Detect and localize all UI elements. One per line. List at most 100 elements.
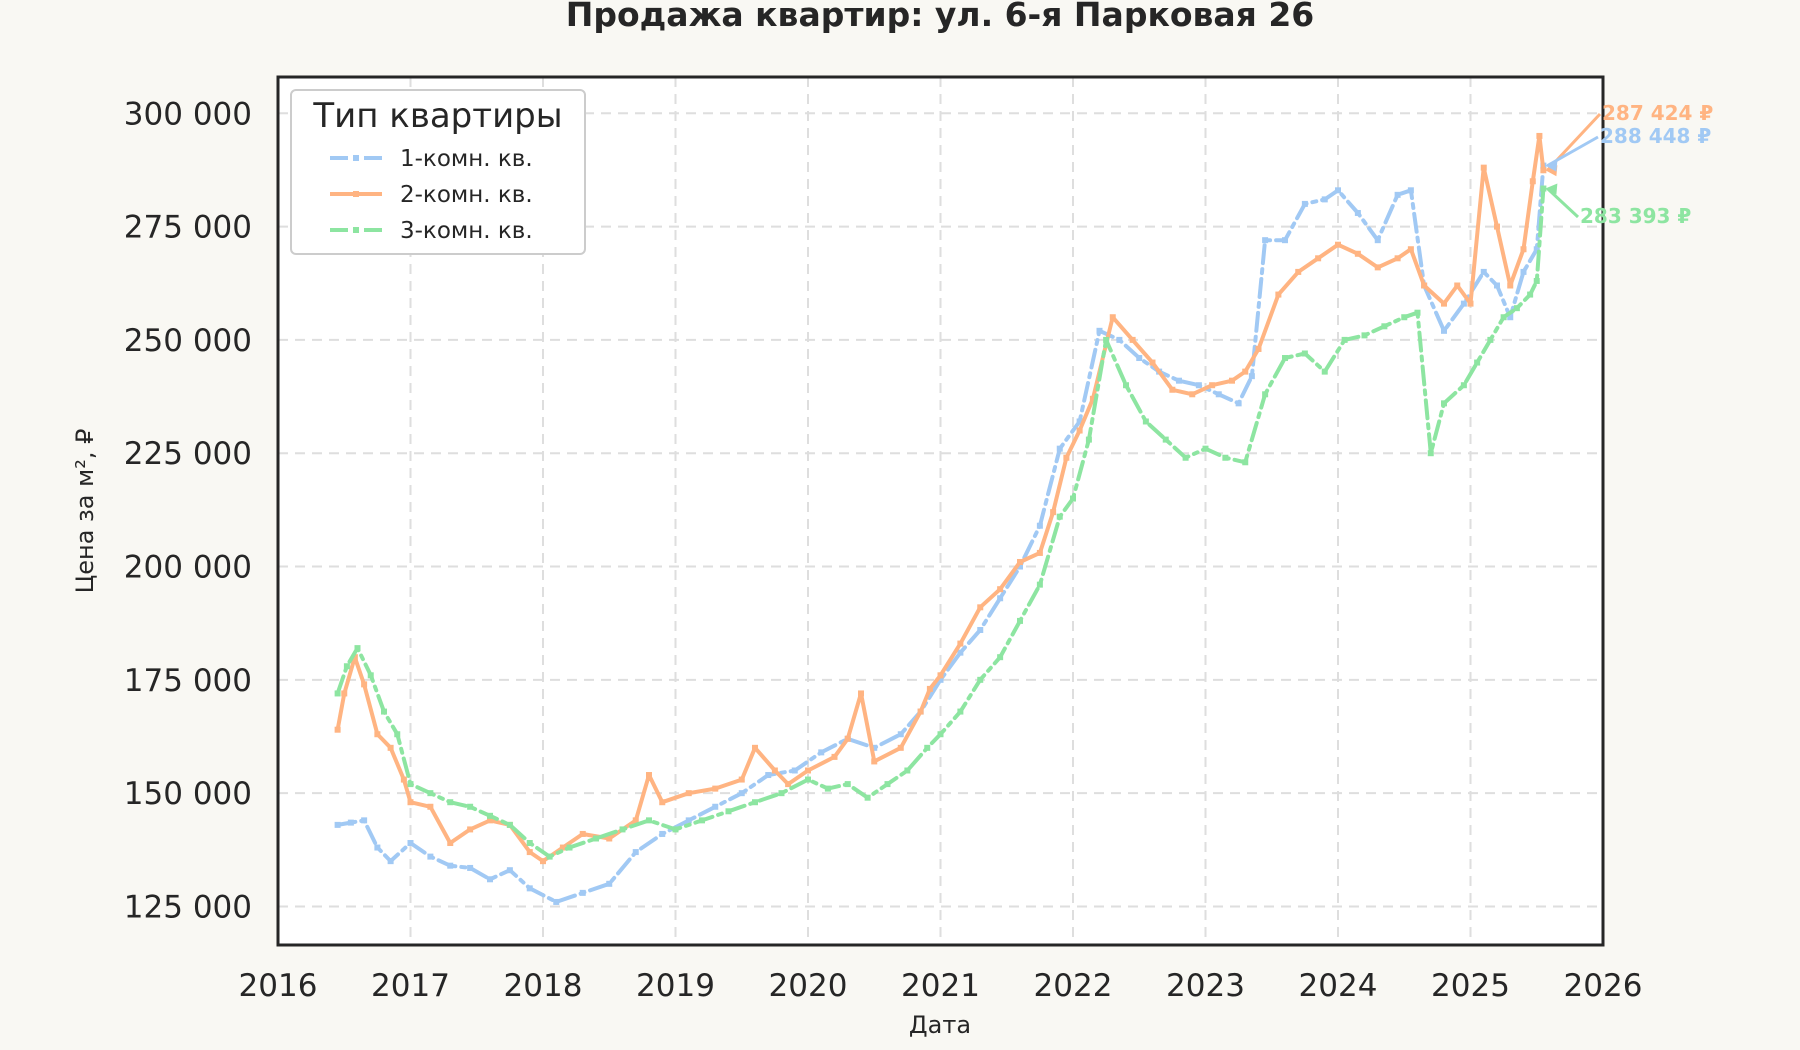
series-1-point — [506, 867, 513, 874]
series-1-point — [374, 844, 381, 851]
series-1-point — [447, 862, 454, 869]
series-1-point — [579, 889, 586, 896]
series-1-point — [871, 744, 878, 751]
series-2-point — [1275, 291, 1282, 298]
series-2-point — [374, 731, 381, 738]
series-3-point — [864, 794, 871, 801]
series-3-point — [1381, 323, 1388, 330]
series-2-point — [785, 781, 792, 788]
series-2-point — [361, 681, 368, 688]
series-3-point — [1474, 359, 1481, 366]
series-3-point — [924, 744, 931, 751]
series-2-point — [1520, 246, 1527, 253]
series-3-point — [1341, 336, 1348, 343]
series-2-point — [427, 803, 434, 810]
series-2-point — [606, 835, 613, 842]
end-label-arrowhead-2 — [1545, 160, 1558, 172]
series-2-point — [400, 776, 407, 783]
series-1-point — [1176, 377, 1182, 384]
series-1-point — [1076, 418, 1083, 425]
series-3-point — [343, 663, 350, 670]
series-1-point — [897, 731, 904, 738]
series-2-point — [341, 690, 348, 697]
series-2-point — [467, 826, 474, 833]
series-line-1 — [335, 163, 1546, 904]
series-3-point — [593, 835, 599, 842]
series-3-point — [937, 731, 944, 738]
y-tick-label: 250 000 — [124, 323, 252, 359]
series-2-point — [1529, 178, 1536, 185]
legend-label-1: 1-комн. кв. — [400, 146, 533, 172]
series-2-point — [559, 844, 566, 851]
series-3-point — [1527, 291, 1534, 298]
series-3-point — [844, 781, 851, 788]
series-2-point — [1129, 336, 1136, 343]
series-2-point — [1536, 132, 1543, 139]
y-tick-label: 175 000 — [124, 663, 252, 699]
series-3-point — [447, 799, 454, 806]
series-3-point — [1533, 277, 1540, 284]
x-tick-label: 2022 — [1034, 968, 1113, 1004]
end-label-3: 283 393 ₽ — [1580, 204, 1691, 228]
series-1-point — [1235, 400, 1242, 407]
x-tick-label: 2021 — [901, 968, 980, 1004]
series-1-point — [937, 676, 944, 683]
series-2-point — [977, 604, 984, 611]
series-1-point — [427, 853, 434, 860]
y-tick-label: 200 000 — [124, 550, 252, 586]
series-1-point — [1301, 200, 1308, 207]
series-2-point — [897, 744, 904, 751]
series-1-point — [818, 749, 825, 756]
series-2-point — [1063, 454, 1070, 461]
y-axis-label: Цена за м², ₽ — [71, 429, 99, 594]
series-2-point — [1394, 255, 1401, 262]
x-axis-label: Дата — [909, 1011, 971, 1039]
series-1-point — [632, 849, 639, 856]
end-label-arrowhead-3 — [1545, 183, 1558, 195]
series-2-point — [957, 640, 964, 647]
series-2-point — [1480, 164, 1487, 171]
series-2-point — [1335, 241, 1341, 248]
series-1-point — [1116, 336, 1123, 343]
x-tick-label: 2017 — [371, 968, 450, 1004]
x-tick-label: 2025 — [1431, 968, 1510, 1004]
series-1-point — [1036, 522, 1043, 529]
y-tick-label: 300 000 — [124, 96, 252, 132]
series-1-point — [1507, 314, 1514, 321]
end-label-1: 287 424 ₽ — [1602, 101, 1713, 125]
legend-box — [290, 89, 586, 255]
series-3-point — [1103, 336, 1110, 343]
series-2-point — [1242, 368, 1249, 375]
series-3-point — [1321, 368, 1328, 375]
series-1-point — [957, 649, 964, 656]
series-3-point — [957, 708, 964, 715]
series-3-point — [1441, 400, 1447, 407]
legend-marker-3 — [353, 227, 359, 233]
series-1-point — [1520, 268, 1527, 275]
series-3-point — [977, 676, 984, 683]
series-3-point — [1361, 332, 1368, 339]
series-2-point — [844, 735, 851, 742]
series-2-point — [926, 685, 933, 692]
series-2-point — [712, 785, 719, 792]
series-3-point — [1301, 350, 1308, 357]
y-tick-label: 150 000 — [124, 776, 252, 812]
series-3-point — [672, 826, 679, 833]
series-1-point — [1262, 237, 1269, 244]
series-3-point — [566, 844, 573, 851]
series-3-point — [1162, 436, 1169, 443]
series-2-point — [1407, 246, 1414, 253]
series-1-point — [361, 817, 368, 824]
series-1-point — [407, 840, 414, 847]
series-3-point — [725, 808, 732, 815]
series-3-point — [526, 840, 533, 847]
series-3-point — [1282, 355, 1288, 362]
series-3-point — [824, 785, 831, 792]
series-3-point — [394, 731, 401, 738]
series-3-point — [1070, 495, 1076, 502]
y-axis-ticks: 125 000 150 000 175 000 200 000 225 000 250 0… — [124, 96, 252, 925]
series-3-point — [354, 645, 361, 652]
series-2-point — [1209, 382, 1216, 389]
series-3-point — [1487, 336, 1494, 343]
